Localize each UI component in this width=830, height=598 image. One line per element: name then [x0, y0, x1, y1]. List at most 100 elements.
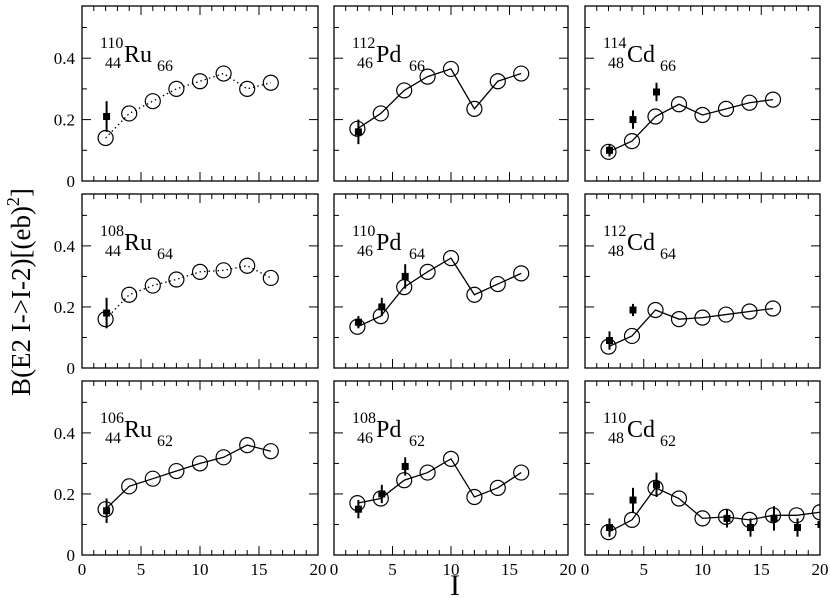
x-tick-label: 0	[78, 560, 87, 579]
theory-point	[191, 73, 209, 90]
experiment-point	[629, 496, 637, 504]
nucleus-neutron-number: 62	[157, 433, 173, 450]
nucleus-neutron-number: 66	[157, 58, 173, 75]
theory-point	[215, 65, 232, 82]
panel-106ru: 0 0.2 0.4 0 5 10 15 20 106 44 Ru 62	[54, 380, 327, 579]
panel-110pd: 110 46 Pd 64	[333, 193, 569, 369]
theory-point	[349, 318, 366, 335]
theory-point	[741, 303, 758, 320]
nucleus-symbol: Cd	[627, 42, 655, 68]
theory-point	[372, 308, 389, 325]
theory-point	[489, 275, 506, 293]
nucleus-mass-number: 110	[352, 223, 375, 240]
nucleus-mass-number: 106	[100, 410, 124, 427]
panel-frame	[333, 193, 569, 369]
experiment-point	[723, 514, 731, 522]
theory-point	[262, 269, 279, 287]
y-tick-label: 0.4	[54, 424, 76, 443]
nucleus-symbol: Ru	[124, 230, 152, 256]
theory-line	[608, 98, 774, 153]
nucleus-symbol: Ru	[124, 42, 152, 68]
theory-point	[647, 301, 664, 319]
nucleus-mass-number: 110	[100, 35, 123, 52]
theory-point	[419, 464, 436, 481]
y-tick-label: 0	[67, 359, 76, 378]
x-tick-label: 20	[310, 560, 327, 579]
x-axis-title: I	[450, 569, 460, 598]
nucleus-mass-number: 110	[603, 410, 626, 427]
theory-point	[811, 504, 820, 521]
y-tick-label: 0.2	[54, 111, 75, 130]
theory-point	[372, 105, 389, 122]
nucleus-proton-number: 46	[357, 243, 373, 260]
x-tick-label: 15	[501, 560, 518, 579]
nucleus-symbol: Pd	[376, 230, 401, 256]
experiment-point	[354, 128, 362, 136]
nucleus-mass-number: 108	[352, 410, 376, 427]
theory-point	[121, 286, 138, 303]
plot-area	[349, 250, 530, 335]
theory-point	[694, 106, 711, 124]
plot-area	[600, 472, 820, 541]
nucleus-neutron-number: 62	[409, 433, 425, 450]
nucleus-proton-number: 46	[357, 430, 373, 447]
y-tick-label: 0	[67, 172, 76, 191]
experiment-point	[103, 309, 111, 317]
theory-point	[239, 80, 256, 97]
experiment-point	[653, 88, 660, 96]
experiment-point	[378, 490, 386, 498]
theory-point	[741, 94, 758, 111]
theory-point	[466, 286, 483, 303]
theory-point	[442, 450, 460, 467]
nucleus-mass-number: 112	[352, 35, 375, 52]
x-tick-label: 5	[640, 560, 649, 579]
theory-point	[97, 311, 114, 328]
theory-line	[105, 72, 271, 139]
panel-110ru: 0 0.2 0.4 110 44 Ru 66	[54, 5, 319, 191]
experiment-point	[817, 520, 820, 528]
plot-area	[97, 257, 279, 329]
theory-point	[144, 277, 161, 294]
x-tick-label: 15	[753, 560, 770, 579]
experiment-point	[606, 146, 613, 154]
x-tick-label: 15	[251, 560, 268, 579]
y-tick-label: 0.2	[54, 298, 75, 317]
theory-point	[466, 100, 483, 117]
theory-line	[608, 487, 820, 533]
theory-point	[647, 108, 664, 125]
theory-point	[396, 279, 413, 296]
panel-frame	[333, 380, 569, 556]
theory-point	[168, 271, 185, 288]
panel-110cd: 0 5 10 15 20 110 48 Cd 62	[581, 380, 829, 579]
theory-point	[513, 464, 530, 481]
experiment-point	[606, 337, 613, 345]
theory-point	[466, 488, 483, 506]
nucleus-neutron-number: 64	[409, 246, 425, 263]
theory-point	[670, 490, 688, 507]
y-tick-label: 0.2	[54, 485, 75, 504]
nucleus-proton-number: 48	[608, 430, 624, 447]
theory-point	[489, 479, 506, 496]
theory-point	[670, 311, 688, 328]
x-tick-label: 20	[560, 560, 577, 579]
theory-point	[670, 96, 688, 113]
theory-point	[396, 82, 413, 99]
theory-point	[191, 455, 209, 472]
panel-108pd: 0 5 10 15 20 108 46 Pd 62	[330, 380, 577, 579]
theory-point	[694, 510, 711, 527]
theory-point	[741, 511, 758, 528]
y-axis-title-sup: 2	[3, 197, 23, 206]
panel-frame	[81, 5, 319, 182]
theory-point	[97, 129, 114, 147]
experiment-point	[401, 462, 409, 470]
theory-point	[262, 443, 279, 460]
y-tick-label: 0	[67, 546, 76, 565]
nucleus-neutron-number: 66	[409, 58, 425, 75]
theory-point	[788, 507, 805, 524]
theory-point	[764, 507, 782, 524]
nucleus-symbol: Pd	[376, 417, 401, 443]
plot-area	[97, 65, 279, 147]
x-tick-label: 0	[581, 560, 590, 579]
experiment-point	[794, 524, 801, 532]
